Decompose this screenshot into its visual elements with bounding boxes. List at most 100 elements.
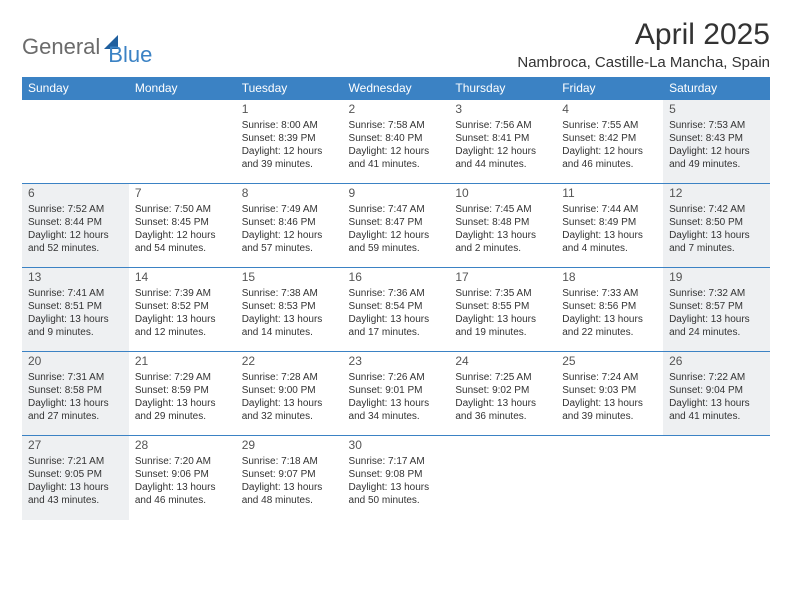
day-cell: 2Sunrise: 7:58 AMSunset: 8:40 PMDaylight… bbox=[343, 100, 450, 184]
day-cell: 28Sunrise: 7:20 AMSunset: 9:06 PMDayligh… bbox=[129, 436, 236, 520]
sunrise-text: Sunrise: 7:36 AM bbox=[349, 287, 444, 300]
day-number: 17 bbox=[455, 270, 550, 286]
day-cell: 30Sunrise: 7:17 AMSunset: 9:08 PMDayligh… bbox=[343, 436, 450, 520]
empty-cell bbox=[129, 100, 236, 184]
daylight-text: Daylight: 13 hours and 19 minutes. bbox=[455, 313, 550, 339]
calendar-table: SundayMondayTuesdayWednesdayThursdayFrid… bbox=[22, 77, 770, 520]
sunrise-text: Sunrise: 7:45 AM bbox=[455, 203, 550, 216]
day-headers-row: SundayMondayTuesdayWednesdayThursdayFrid… bbox=[22, 77, 770, 100]
sunset-text: Sunset: 8:51 PM bbox=[28, 300, 123, 313]
day-number: 2 bbox=[349, 102, 444, 118]
day-number: 23 bbox=[349, 354, 444, 370]
sunrise-text: Sunrise: 7:55 AM bbox=[562, 119, 657, 132]
week-row: 6Sunrise: 7:52 AMSunset: 8:44 PMDaylight… bbox=[22, 184, 770, 268]
day-number: 24 bbox=[455, 354, 550, 370]
sunset-text: Sunset: 9:01 PM bbox=[349, 384, 444, 397]
sunrise-text: Sunrise: 7:21 AM bbox=[28, 455, 123, 468]
day-cell: 3Sunrise: 7:56 AMSunset: 8:41 PMDaylight… bbox=[449, 100, 556, 184]
day-number: 28 bbox=[135, 438, 230, 454]
day-number: 26 bbox=[669, 354, 764, 370]
sunset-text: Sunset: 8:47 PM bbox=[349, 216, 444, 229]
sunrise-text: Sunrise: 7:50 AM bbox=[135, 203, 230, 216]
day-cell: 11Sunrise: 7:44 AMSunset: 8:49 PMDayligh… bbox=[556, 184, 663, 268]
sunset-text: Sunset: 8:40 PM bbox=[349, 132, 444, 145]
sunset-text: Sunset: 8:41 PM bbox=[455, 132, 550, 145]
day-cell: 7Sunrise: 7:50 AMSunset: 8:45 PMDaylight… bbox=[129, 184, 236, 268]
daylight-text: Daylight: 13 hours and 48 minutes. bbox=[242, 481, 337, 507]
daylight-text: Daylight: 12 hours and 46 minutes. bbox=[562, 145, 657, 171]
day-number: 14 bbox=[135, 270, 230, 286]
sunrise-text: Sunrise: 7:31 AM bbox=[28, 371, 123, 384]
daylight-text: Daylight: 13 hours and 9 minutes. bbox=[28, 313, 123, 339]
day-cell: 18Sunrise: 7:33 AMSunset: 8:56 PMDayligh… bbox=[556, 268, 663, 352]
day-cell: 6Sunrise: 7:52 AMSunset: 8:44 PMDaylight… bbox=[22, 184, 129, 268]
day-cell: 22Sunrise: 7:28 AMSunset: 9:00 PMDayligh… bbox=[236, 352, 343, 436]
daylight-text: Daylight: 13 hours and 4 minutes. bbox=[562, 229, 657, 255]
day-number: 30 bbox=[349, 438, 444, 454]
sunset-text: Sunset: 8:54 PM bbox=[349, 300, 444, 313]
sunrise-text: Sunrise: 7:17 AM bbox=[349, 455, 444, 468]
day-number: 22 bbox=[242, 354, 337, 370]
sunset-text: Sunset: 9:08 PM bbox=[349, 468, 444, 481]
day-cell: 26Sunrise: 7:22 AMSunset: 9:04 PMDayligh… bbox=[663, 352, 770, 436]
day-header: Monday bbox=[129, 77, 236, 100]
sunrise-text: Sunrise: 7:49 AM bbox=[242, 203, 337, 216]
day-cell: 29Sunrise: 7:18 AMSunset: 9:07 PMDayligh… bbox=[236, 436, 343, 520]
sunset-text: Sunset: 8:42 PM bbox=[562, 132, 657, 145]
sunset-text: Sunset: 8:57 PM bbox=[669, 300, 764, 313]
day-number: 29 bbox=[242, 438, 337, 454]
location-text: Nambroca, Castille-La Mancha, Spain bbox=[517, 54, 770, 71]
day-cell: 14Sunrise: 7:39 AMSunset: 8:52 PMDayligh… bbox=[129, 268, 236, 352]
day-cell: 4Sunrise: 7:55 AMSunset: 8:42 PMDaylight… bbox=[556, 100, 663, 184]
sunrise-text: Sunrise: 7:20 AM bbox=[135, 455, 230, 468]
sunset-text: Sunset: 9:03 PM bbox=[562, 384, 657, 397]
day-number: 3 bbox=[455, 102, 550, 118]
day-header: Tuesday bbox=[236, 77, 343, 100]
day-cell: 20Sunrise: 7:31 AMSunset: 8:58 PMDayligh… bbox=[22, 352, 129, 436]
day-cell: 16Sunrise: 7:36 AMSunset: 8:54 PMDayligh… bbox=[343, 268, 450, 352]
day-cell: 1Sunrise: 8:00 AMSunset: 8:39 PMDaylight… bbox=[236, 100, 343, 184]
sunset-text: Sunset: 8:52 PM bbox=[135, 300, 230, 313]
daylight-text: Daylight: 12 hours and 54 minutes. bbox=[135, 229, 230, 255]
sunrise-text: Sunrise: 7:47 AM bbox=[349, 203, 444, 216]
day-header: Saturday bbox=[663, 77, 770, 100]
daylight-text: Daylight: 13 hours and 17 minutes. bbox=[349, 313, 444, 339]
daylight-text: Daylight: 13 hours and 39 minutes. bbox=[562, 397, 657, 423]
day-header: Wednesday bbox=[343, 77, 450, 100]
empty-cell bbox=[663, 436, 770, 520]
sunrise-text: Sunrise: 7:29 AM bbox=[135, 371, 230, 384]
day-number: 1 bbox=[242, 102, 337, 118]
header-row: General Blue April 2025 Nambroca, Castil… bbox=[22, 18, 770, 71]
sunset-text: Sunset: 8:44 PM bbox=[28, 216, 123, 229]
sunrise-text: Sunrise: 7:52 AM bbox=[28, 203, 123, 216]
calendar-body: 1Sunrise: 8:00 AMSunset: 8:39 PMDaylight… bbox=[22, 100, 770, 520]
daylight-text: Daylight: 13 hours and 32 minutes. bbox=[242, 397, 337, 423]
sunrise-text: Sunrise: 7:24 AM bbox=[562, 371, 657, 384]
sunrise-text: Sunrise: 7:58 AM bbox=[349, 119, 444, 132]
sunset-text: Sunset: 8:55 PM bbox=[455, 300, 550, 313]
day-number: 5 bbox=[669, 102, 764, 118]
daylight-text: Daylight: 13 hours and 27 minutes. bbox=[28, 397, 123, 423]
day-cell: 10Sunrise: 7:45 AMSunset: 8:48 PMDayligh… bbox=[449, 184, 556, 268]
daylight-text: Daylight: 13 hours and 22 minutes. bbox=[562, 313, 657, 339]
daylight-text: Daylight: 13 hours and 12 minutes. bbox=[135, 313, 230, 339]
day-number: 19 bbox=[669, 270, 764, 286]
daylight-text: Daylight: 12 hours and 52 minutes. bbox=[28, 229, 123, 255]
day-header: Friday bbox=[556, 77, 663, 100]
week-row: 1Sunrise: 8:00 AMSunset: 8:39 PMDaylight… bbox=[22, 100, 770, 184]
day-cell: 25Sunrise: 7:24 AMSunset: 9:03 PMDayligh… bbox=[556, 352, 663, 436]
sunrise-text: Sunrise: 7:22 AM bbox=[669, 371, 764, 384]
sunset-text: Sunset: 8:59 PM bbox=[135, 384, 230, 397]
daylight-text: Daylight: 12 hours and 57 minutes. bbox=[242, 229, 337, 255]
sunrise-text: Sunrise: 7:39 AM bbox=[135, 287, 230, 300]
day-number: 7 bbox=[135, 186, 230, 202]
day-number: 4 bbox=[562, 102, 657, 118]
empty-cell bbox=[556, 436, 663, 520]
sunset-text: Sunset: 9:04 PM bbox=[669, 384, 764, 397]
day-cell: 8Sunrise: 7:49 AMSunset: 8:46 PMDaylight… bbox=[236, 184, 343, 268]
month-title: April 2025 bbox=[517, 18, 770, 52]
sunrise-text: Sunrise: 7:38 AM bbox=[242, 287, 337, 300]
daylight-text: Daylight: 12 hours and 49 minutes. bbox=[669, 145, 764, 171]
logo: General Blue bbox=[22, 18, 152, 68]
sunrise-text: Sunrise: 7:56 AM bbox=[455, 119, 550, 132]
